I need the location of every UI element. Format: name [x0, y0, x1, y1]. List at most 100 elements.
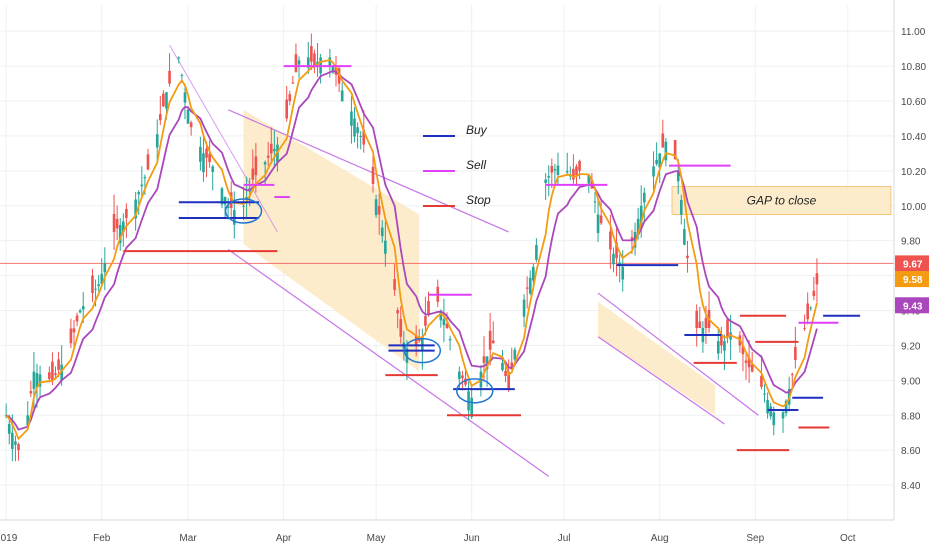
- candle-body: [510, 362, 514, 370]
- candle-body: [177, 57, 181, 59]
- candle-body: [155, 134, 159, 148]
- candle-body: [91, 275, 94, 294]
- candle-body: [199, 146, 202, 162]
- candle-body: [609, 231, 612, 250]
- candle-body: [189, 122, 193, 128]
- candle-body: [673, 140, 677, 160]
- candle-body: [427, 300, 430, 315]
- candle-body: [137, 192, 141, 195]
- candle-body: [134, 199, 137, 219]
- candle-body: [485, 356, 489, 370]
- moving-averages: [5, 59, 818, 441]
- candle-body: [491, 340, 495, 344]
- candle-body: [772, 412, 776, 426]
- y-tick-label: 10.00: [901, 202, 926, 213]
- candle-body: [35, 373, 39, 388]
- candle-body: [578, 160, 581, 171]
- candle-body: [94, 288, 97, 290]
- candle-body: [747, 357, 751, 368]
- candle-body: [328, 57, 332, 67]
- candle-body: [679, 199, 683, 215]
- candlesticks: [4, 33, 819, 462]
- channel-line: [597, 292, 759, 416]
- candle-body: [565, 170, 569, 173]
- candle-body: [482, 356, 486, 363]
- x-tick-label: Apr: [276, 533, 292, 544]
- candle-body: [461, 375, 464, 379]
- candle-body: [547, 176, 551, 178]
- candle-body: [7, 423, 11, 434]
- candle-body: [183, 92, 187, 103]
- candle-body: [226, 205, 230, 209]
- candle-body: [815, 273, 819, 285]
- candle-body: [115, 218, 119, 229]
- candle-body: [405, 348, 409, 363]
- candle-body: [501, 362, 504, 371]
- candle-body: [266, 155, 270, 158]
- candle-body: [220, 188, 224, 205]
- candle-body: [285, 99, 289, 119]
- candle-body: [535, 245, 538, 260]
- candle-body: [54, 373, 57, 376]
- candle-body: [350, 111, 353, 126]
- x-tick-label: Oct: [840, 533, 856, 544]
- candle-body: [676, 170, 680, 182]
- x-tick-label: 2019: [0, 533, 18, 544]
- price-tag-label: 9.58: [903, 275, 923, 286]
- candle-body: [112, 213, 116, 232]
- candle-body: [784, 400, 788, 414]
- candle-body: [57, 359, 60, 370]
- candle-body: [103, 263, 107, 273]
- candle-body: [458, 371, 461, 379]
- candle-body: [313, 53, 316, 67]
- candle-body: [686, 255, 689, 259]
- legend-label: Sell: [466, 158, 486, 172]
- candle-body: [587, 175, 591, 184]
- shaded-zone: [598, 301, 716, 416]
- y-tick-label: 10.80: [901, 62, 926, 73]
- candle-body: [229, 192, 233, 208]
- candle-body: [356, 127, 359, 134]
- candle-body: [242, 205, 245, 207]
- candle-body: [763, 393, 766, 395]
- ema-fast-line: [5, 59, 818, 441]
- candle-body: [140, 184, 144, 187]
- candle-body: [723, 341, 726, 351]
- candle-body: [359, 135, 362, 137]
- candle-body: [553, 169, 557, 171]
- channel-line: [597, 336, 725, 425]
- candle-body: [470, 397, 473, 417]
- legend-label: Buy: [466, 123, 488, 137]
- candle-body: [442, 319, 446, 326]
- candle-body: [334, 65, 338, 75]
- candle-body: [168, 70, 171, 84]
- candle-body: [522, 299, 526, 317]
- candle-body: [661, 133, 665, 148]
- candle-body: [488, 330, 492, 350]
- candle-body: [118, 224, 122, 244]
- candle-body: [340, 90, 344, 102]
- candle-body: [636, 218, 640, 235]
- candle-body: [575, 166, 578, 176]
- candle-body: [294, 54, 298, 72]
- candle-body: [371, 166, 375, 184]
- candle-body: [180, 74, 184, 76]
- candle-body: [269, 143, 273, 154]
- candle-body: [439, 310, 443, 321]
- candle-body: [14, 441, 17, 445]
- candle-body: [790, 374, 794, 376]
- candle-body: [377, 205, 381, 215]
- candle-body: [633, 231, 637, 248]
- candle-body: [291, 82, 295, 84]
- gap-label: GAP to close: [747, 194, 817, 208]
- candle-body: [744, 360, 748, 363]
- candle-body: [809, 307, 813, 309]
- legend: Buy Sell Stop: [423, 123, 491, 207]
- candle-body: [362, 129, 366, 145]
- candle-body: [794, 346, 797, 360]
- candle-body: [29, 391, 33, 394]
- y-tick-label: 8.60: [901, 446, 921, 457]
- candle-body: [550, 165, 554, 173]
- channel-line: [227, 248, 550, 477]
